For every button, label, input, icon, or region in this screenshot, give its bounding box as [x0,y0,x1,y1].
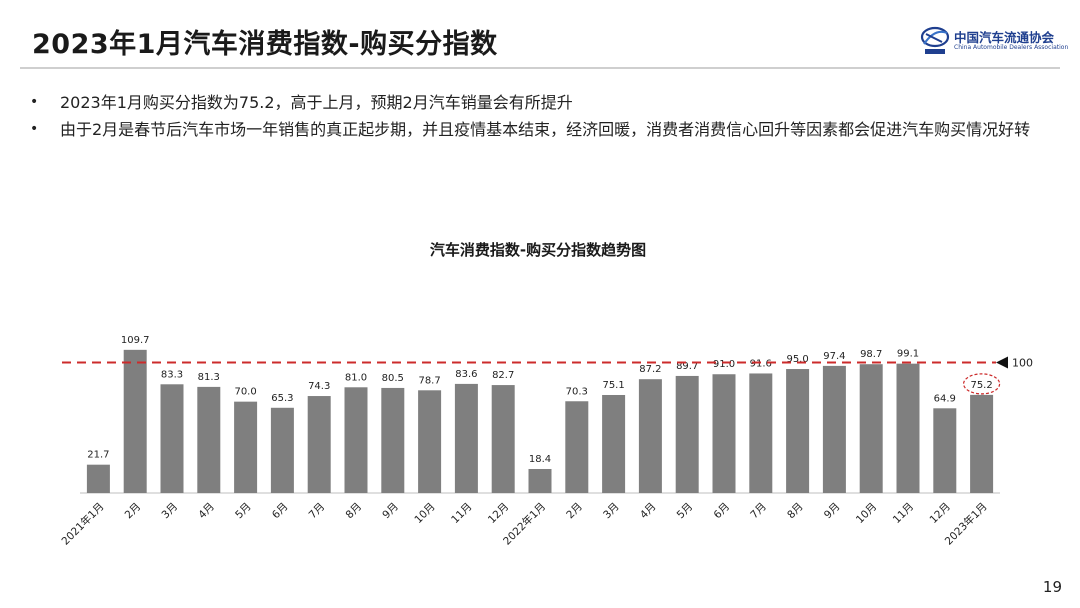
x-tick-label: 2月 [564,501,585,522]
bar-value-label: 87.2 [639,364,661,375]
bar [381,387,405,493]
x-tick-label: 11月 [891,501,916,526]
x-tick-label: 8月 [343,501,364,522]
bar-value-label: 83.6 [455,369,477,380]
bar-value-label: 65.3 [271,393,293,404]
x-tick-label: 8月 [785,501,806,522]
bar [712,374,736,493]
bar [418,390,442,493]
bar-value-label: 98.7 [860,349,882,360]
bar-value-label: 74.3 [308,381,330,392]
bar-value-label: 75.2 [970,380,992,391]
bar-value-label: 91.6 [750,358,772,369]
bullet-marker: • [30,94,39,110]
bar-value-label: 21.7 [87,450,109,461]
bar [123,349,147,493]
bar-value-label: 80.5 [382,373,404,384]
x-tick-label: 10月 [412,501,437,526]
bar-value-label: 99.1 [897,349,919,360]
x-tick-label: 2021年1月 [59,500,107,548]
bar-value-label: 70.3 [566,386,588,397]
bar [528,468,552,493]
x-tick-label: 12月 [486,501,511,526]
bullet-item: • 由于2月是春节后汽车市场一年销售的真正起步期，并且疫情基本结束，经济回暖，消… [30,117,1050,142]
bar [675,375,699,493]
x-tick-label: 3月 [159,501,180,522]
bar-value-label: 91.0 [713,359,735,370]
reference-line-label: 100 [1012,357,1033,370]
bar [234,401,258,493]
bar-value-label: 70.0 [234,387,256,398]
bar [565,401,589,493]
bar-value-label: 82.7 [492,370,514,381]
x-tick-label: 4月 [638,501,659,522]
bar [749,373,773,493]
bar [344,387,368,493]
x-tick-label: 6月 [270,501,291,522]
x-tick-label: 7月 [748,501,769,522]
bar [160,384,184,493]
bar [786,369,810,493]
page-title: 2023年1月汽车消费指数-购买分指数 [32,29,498,60]
purchase-index-bar-chart: 汽车消费指数-购买分指数趋势图 21.7 109.7 83.3 81.3 70.0 65.… [59,241,1033,548]
bar [270,407,294,493]
bar-value-label: 64.9 [934,393,956,404]
x-tick-label: 2月 [123,501,144,522]
bar [86,464,110,493]
x-tick-label: 5月 [233,501,254,522]
bar-value-label: 89.7 [676,361,698,372]
page-number: 19 [1042,578,1062,596]
x-tick-label: 12月 [928,501,953,526]
chart-title: 汽车消费指数-购买分指数趋势图 [430,241,646,259]
x-tick-label: 11月 [449,501,474,526]
bar-value-label: 75.1 [602,380,624,391]
bar-value-label: 83.3 [161,369,183,380]
x-tick-label: 9月 [822,501,843,522]
highlight-circle [962,373,1001,395]
bar-value-label: 81.3 [198,372,220,383]
bar [638,379,662,493]
bullet-text: 2023年1月购买分指数为75.2，高于上月，预期2月汽车销量会有所提升 [60,93,573,112]
bar [896,363,920,493]
bullet-list: • 2023年1月购买分指数为75.2，高于上月，预期2月汽车销量会有所提升 •… [30,90,1050,144]
bar [933,408,957,493]
x-tick-label: 4月 [196,501,217,522]
cada-logo-icon [920,26,950,54]
reference-arrow-icon [996,356,1008,369]
header-divider [20,67,1060,69]
x-tick-label: 3月 [601,501,622,522]
x-tick-label: 10月 [854,501,879,526]
bar-value-label: 81.0 [345,372,367,383]
association-logo: 中国汽车流通协会 China Automobile Dealers Associ… [920,24,1070,60]
bar [454,383,478,493]
bar [822,365,846,493]
bar [970,394,994,493]
x-tick-label: 6月 [711,501,732,522]
logo-english-name: China Automobile Dealers Association [954,44,1069,51]
bullet-item: • 2023年1月购买分指数为75.2，高于上月，预期2月汽车销量会有所提升 [30,90,1050,115]
bar [859,364,883,493]
x-tick-label: 7月 [307,501,328,522]
bar-value-label: 97.4 [823,351,845,362]
x-tick-label: 9月 [380,501,401,522]
bar [491,385,515,493]
x-tick-label: 5月 [675,501,696,522]
bar [307,396,331,493]
bar-value-label: 109.7 [121,335,150,346]
logo-chinese-name: 中国汽车流通协会 [954,30,1055,45]
bar [197,386,221,493]
bar [602,394,626,493]
bar-value-label: 78.7 [418,375,440,386]
bullet-marker: • [30,121,39,137]
bullet-text: 由于2月是春节后汽车市场一年销售的真正起步期，并且疫情基本结束，经济回暖，消费者… [60,120,1031,139]
bar-value-label: 95.0 [786,354,808,365]
bar-value-label: 18.4 [529,454,551,465]
